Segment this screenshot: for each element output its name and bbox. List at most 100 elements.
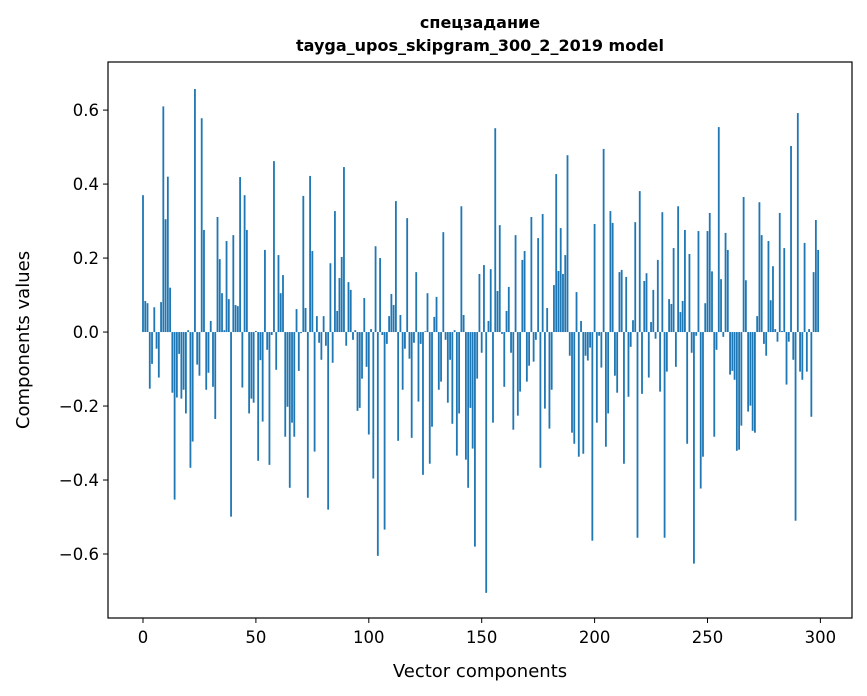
- bar: [537, 238, 540, 333]
- bar: [340, 256, 343, 333]
- x-tick-label: 100: [353, 628, 385, 647]
- bar: [189, 332, 192, 468]
- bar: [293, 332, 296, 437]
- bar: [629, 332, 632, 347]
- bar: [408, 332, 411, 359]
- bar: [207, 332, 210, 373]
- bar: [702, 332, 704, 457]
- x-tick-label: 250: [692, 628, 724, 647]
- bar: [320, 332, 323, 360]
- bar: [803, 242, 806, 333]
- bar: [404, 332, 406, 349]
- bar: [155, 332, 158, 349]
- bar: [555, 174, 558, 333]
- y-axis-ticks: −0.6 −0.4 −0.2 0.0 0.2 0.4 0.6: [59, 101, 108, 564]
- bar: [442, 232, 445, 333]
- bar: [417, 332, 420, 402]
- bar: [751, 332, 754, 431]
- bar: [744, 280, 747, 333]
- bar: [562, 273, 564, 333]
- bar: [729, 332, 731, 375]
- bar: [419, 332, 422, 344]
- bar: [693, 332, 695, 564]
- bar: [264, 249, 266, 333]
- bar: [754, 332, 756, 433]
- bar: [209, 320, 212, 333]
- bar: [198, 332, 201, 376]
- chart-subtitle: tayga_upos_skipgram_300_2_2019 model: [296, 36, 664, 55]
- bar: [385, 332, 388, 344]
- x-tick-label: 200: [579, 628, 611, 647]
- bar: [282, 275, 284, 333]
- bar: [763, 332, 765, 344]
- y-tick-label: 0.0: [73, 323, 99, 342]
- bar: [381, 332, 384, 336]
- bar: [625, 276, 628, 333]
- bar: [532, 332, 535, 362]
- bar: [695, 332, 698, 336]
- bar: [720, 279, 722, 333]
- bar: [376, 332, 379, 556]
- x-axis-ticks: 0 50 100 150 200 250 300: [138, 618, 836, 647]
- bar: [733, 332, 736, 380]
- plot-frame: [107, 61, 853, 619]
- bar: [817, 249, 820, 333]
- bar: [652, 289, 655, 333]
- bar: [144, 300, 147, 333]
- bar: [582, 332, 585, 454]
- bar: [379, 258, 381, 333]
- bar: [467, 332, 470, 488]
- bar: [329, 263, 332, 333]
- bar: [428, 332, 431, 464]
- bar: [331, 332, 334, 363]
- bar: [494, 128, 497, 333]
- bar: [715, 332, 718, 350]
- bar: [142, 195, 144, 333]
- bar: [474, 332, 476, 547]
- bar: [665, 332, 668, 372]
- bar: [424, 331, 427, 333]
- bar: [399, 315, 402, 333]
- bar: [656, 259, 659, 333]
- bar: [356, 332, 359, 411]
- bar: [200, 118, 203, 333]
- bar: [175, 332, 178, 398]
- x-tick-label: 50: [245, 628, 266, 647]
- bar: [309, 175, 311, 333]
- bar: [483, 265, 485, 333]
- bar: [546, 308, 549, 333]
- bar: [437, 332, 440, 390]
- bar: [503, 332, 506, 387]
- bar: [580, 320, 582, 333]
- bar: [286, 332, 289, 407]
- bar: [519, 332, 521, 392]
- bar: [146, 303, 149, 333]
- y-tick-label: −0.2: [59, 397, 99, 416]
- bar: [338, 278, 341, 333]
- bar: [225, 241, 228, 333]
- bar: [361, 332, 363, 379]
- bar: [541, 214, 544, 333]
- bar: [765, 332, 768, 356]
- bar: [212, 332, 214, 387]
- bar: [462, 315, 465, 333]
- bar: [713, 332, 716, 437]
- bar: [446, 332, 449, 403]
- bar: [677, 206, 680, 333]
- bar: [812, 272, 815, 333]
- bar: [363, 298, 366, 333]
- bar: [641, 332, 643, 394]
- bar: [390, 293, 393, 333]
- bar: [776, 332, 779, 342]
- bar: [810, 332, 813, 417]
- bar: [801, 332, 804, 380]
- bar: [548, 332, 551, 429]
- bar: [564, 255, 567, 333]
- bar: [270, 332, 273, 336]
- bar: [498, 225, 501, 333]
- bar: [602, 148, 605, 333]
- bar: [684, 229, 686, 333]
- bar: [453, 330, 456, 333]
- y-tick-label: 0.4: [73, 175, 99, 194]
